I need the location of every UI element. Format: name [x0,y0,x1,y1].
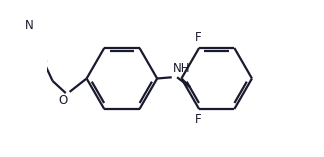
Text: NH: NH [173,62,191,75]
Text: O: O [58,94,68,107]
Text: F: F [194,113,201,126]
Text: N: N [25,19,33,32]
Text: F: F [194,31,201,44]
